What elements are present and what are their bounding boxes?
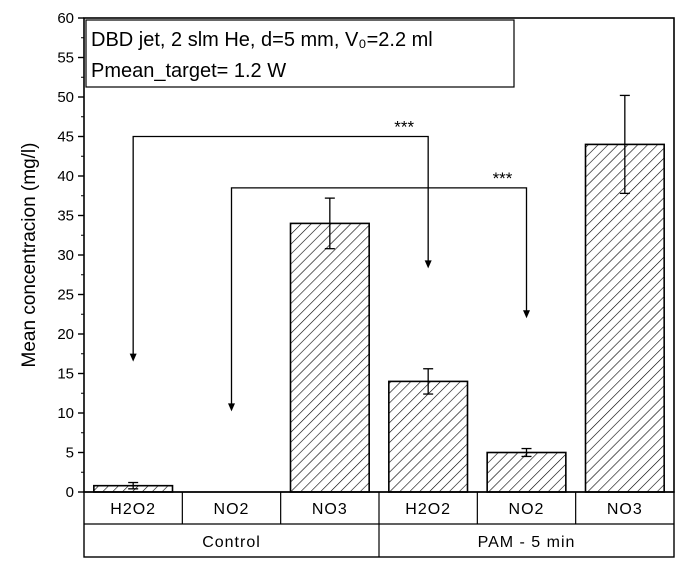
legend-box: DBD jet, 2 slm He, d=5 mm, V₀=2.2 ml Pme… [85, 19, 515, 88]
y-tick-label: 30 [57, 247, 74, 264]
y-tick-label: 10 [57, 405, 74, 422]
group-label-0: Control [202, 534, 261, 551]
arrow-head-start [129, 353, 137, 362]
y-tick-label: 5 [66, 445, 74, 462]
y-tick-label: 25 [57, 287, 74, 304]
arrow-head-end [424, 260, 432, 269]
y-tick-label: 55 [57, 50, 74, 67]
y-tick-label: 60 [57, 10, 74, 27]
y-tick-label: 20 [57, 326, 74, 343]
bar-pam-5-min-h2o2 [388, 380, 469, 493]
category-label-h2o2: H2O2 [110, 501, 156, 518]
bars-layer [93, 94, 665, 493]
y-tick-label: 50 [57, 89, 74, 106]
annotations-layer: *** *** [129, 118, 530, 412]
category-label-no2: NO2 [214, 501, 250, 518]
arrow-head-end [523, 310, 530, 319]
legend-frame [85, 19, 515, 88]
arrow-head-start [228, 403, 235, 412]
y-tick-label: 15 [57, 366, 74, 383]
bar-control-no3 [289, 222, 370, 493]
legend-line-2: Pmean_target= 1.2 W [91, 60, 286, 82]
category-label-no3: NO3 [607, 501, 643, 518]
category-label-no3: NO3 [312, 501, 348, 518]
y-tick-label: 35 [57, 208, 74, 225]
y-axis-label: Mean concentracion (mg/l) [19, 143, 40, 368]
y-tick-label: 0 [66, 484, 74, 501]
category-label-no2: NO2 [509, 501, 545, 518]
group-label-1: PAM - 5 min [478, 534, 576, 551]
bar-pam-5-min-no2 [486, 451, 567, 493]
x-axis: H2O2 NO2 NO3 Control H2O2 NO2 NO3 PAM - 5 min [83, 491, 675, 558]
significance-label-0: *** [394, 118, 414, 137]
y-axis: 0 5 10 15 20 25 30 35 40 45 50 55 60 [57, 10, 84, 501]
legend-line-1: DBD jet, 2 slm He, d=5 mm, V₀=2.2 ml [91, 29, 433, 51]
bar-pam-5-min-no3 [584, 143, 665, 493]
y-tick-label: 40 [57, 168, 74, 185]
significance-label-1: *** [493, 169, 513, 188]
significance-bracket-1 [230, 187, 528, 406]
y-tick-label: 45 [57, 129, 74, 146]
category-label-h2o2: H2O2 [405, 501, 451, 518]
significance-bracket-0 [132, 135, 429, 356]
